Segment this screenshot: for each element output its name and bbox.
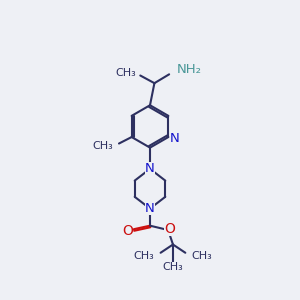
- Text: CH₃: CH₃: [134, 251, 154, 261]
- Text: N: N: [170, 132, 180, 145]
- Text: NH₂: NH₂: [177, 63, 202, 76]
- Text: N: N: [145, 162, 155, 175]
- Text: O: O: [164, 222, 175, 236]
- Text: N: N: [145, 202, 155, 215]
- Text: CH₃: CH₃: [192, 251, 213, 261]
- Text: CH₃: CH₃: [92, 141, 113, 151]
- Text: CH₃: CH₃: [163, 262, 183, 272]
- Text: CH₃: CH₃: [115, 68, 136, 78]
- Text: O: O: [122, 224, 134, 238]
